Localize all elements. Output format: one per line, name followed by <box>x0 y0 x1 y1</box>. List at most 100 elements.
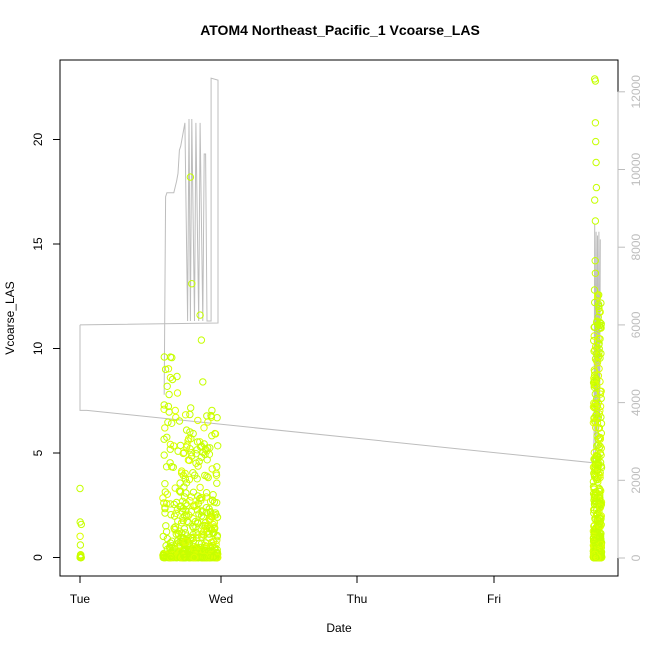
data-point <box>214 442 222 450</box>
data-point <box>166 440 175 449</box>
data-point <box>159 494 167 502</box>
data-point <box>595 514 604 523</box>
data-point <box>76 484 84 493</box>
data-point <box>173 389 182 397</box>
data-point <box>198 508 206 516</box>
data-point <box>166 353 175 361</box>
data-point <box>201 471 209 480</box>
data-point <box>199 448 207 457</box>
data-point <box>208 496 217 504</box>
y2-tick-label: 12000 <box>629 75 643 109</box>
data-point <box>591 400 599 409</box>
data-point <box>597 487 605 495</box>
data-point <box>165 543 174 552</box>
data-point <box>162 522 170 530</box>
data-point <box>595 499 603 507</box>
data-point <box>590 493 599 502</box>
x-tick-label: Wed <box>209 592 233 606</box>
data-point <box>169 463 178 471</box>
data-point <box>593 442 601 450</box>
data-point <box>591 257 599 265</box>
data-point <box>596 390 605 398</box>
data-point <box>596 435 604 443</box>
data-point <box>176 441 185 450</box>
data-point <box>192 450 200 458</box>
data-point <box>189 536 198 545</box>
data-point <box>168 537 176 545</box>
data-point <box>594 424 603 432</box>
data-point <box>168 375 177 384</box>
data-point <box>590 417 599 426</box>
data-point <box>210 523 219 531</box>
y-axis-label: Vcoarse_LAS <box>3 281 17 354</box>
data-point <box>164 418 172 426</box>
data-point <box>591 217 600 225</box>
data-point <box>595 340 603 348</box>
data-point <box>180 493 189 501</box>
data-point <box>194 416 202 425</box>
data-point <box>213 479 221 487</box>
data-point <box>160 435 168 443</box>
plot-area <box>76 75 606 562</box>
data-point <box>206 516 214 524</box>
data-point <box>168 419 176 427</box>
data-point <box>209 491 217 499</box>
data-point <box>592 350 600 358</box>
data-point <box>176 488 185 496</box>
data-point <box>194 499 203 508</box>
data-point <box>590 286 599 294</box>
x-axis: Tue Wed Thu Fri <box>70 575 501 606</box>
data-point <box>196 311 204 319</box>
data-point <box>76 541 85 549</box>
data-point <box>161 509 169 517</box>
data-point <box>188 452 196 460</box>
y2-tick-label: 10000 <box>629 152 643 186</box>
data-point <box>191 549 200 557</box>
data-point <box>177 469 186 477</box>
data-point <box>76 553 85 562</box>
data-point <box>175 487 184 495</box>
data-point <box>596 494 604 502</box>
data-point <box>591 196 599 204</box>
data-point <box>181 469 189 478</box>
data-point <box>597 464 606 472</box>
data-point <box>203 412 211 420</box>
data-point <box>189 488 198 496</box>
y-axis: 0 5 10 15 20 <box>31 133 61 561</box>
data-point <box>179 449 188 458</box>
data-point <box>591 553 600 562</box>
data-point <box>592 158 600 167</box>
data-point <box>594 291 602 299</box>
data-point <box>182 426 191 434</box>
line-series-segment <box>79 223 601 464</box>
y2-tick-label: 2000 <box>629 467 643 494</box>
data-point <box>164 402 173 411</box>
data-point <box>213 533 221 541</box>
data-point <box>206 498 215 506</box>
data-point <box>591 77 600 85</box>
x-axis-label: Date <box>326 621 352 635</box>
data-point <box>180 449 188 457</box>
data-point <box>163 490 172 498</box>
data-point <box>597 444 605 452</box>
data-point <box>592 410 601 419</box>
data-point <box>209 553 217 561</box>
data-point <box>161 488 170 496</box>
data-point <box>191 517 200 526</box>
data-point <box>590 366 598 374</box>
y2-tick-label: 4000 <box>629 389 643 416</box>
data-point <box>595 434 604 442</box>
data-point <box>181 475 190 483</box>
data-point <box>213 513 222 521</box>
data-point <box>180 525 189 533</box>
data-point <box>160 499 168 507</box>
data-point <box>592 524 600 532</box>
data-point <box>182 537 190 546</box>
data-point <box>182 507 190 515</box>
data-point <box>590 537 598 545</box>
y2-tick-label: 8000 <box>629 234 643 261</box>
data-point <box>594 313 602 321</box>
data-point <box>76 551 85 559</box>
data-point <box>160 451 168 459</box>
data-point <box>590 332 598 340</box>
